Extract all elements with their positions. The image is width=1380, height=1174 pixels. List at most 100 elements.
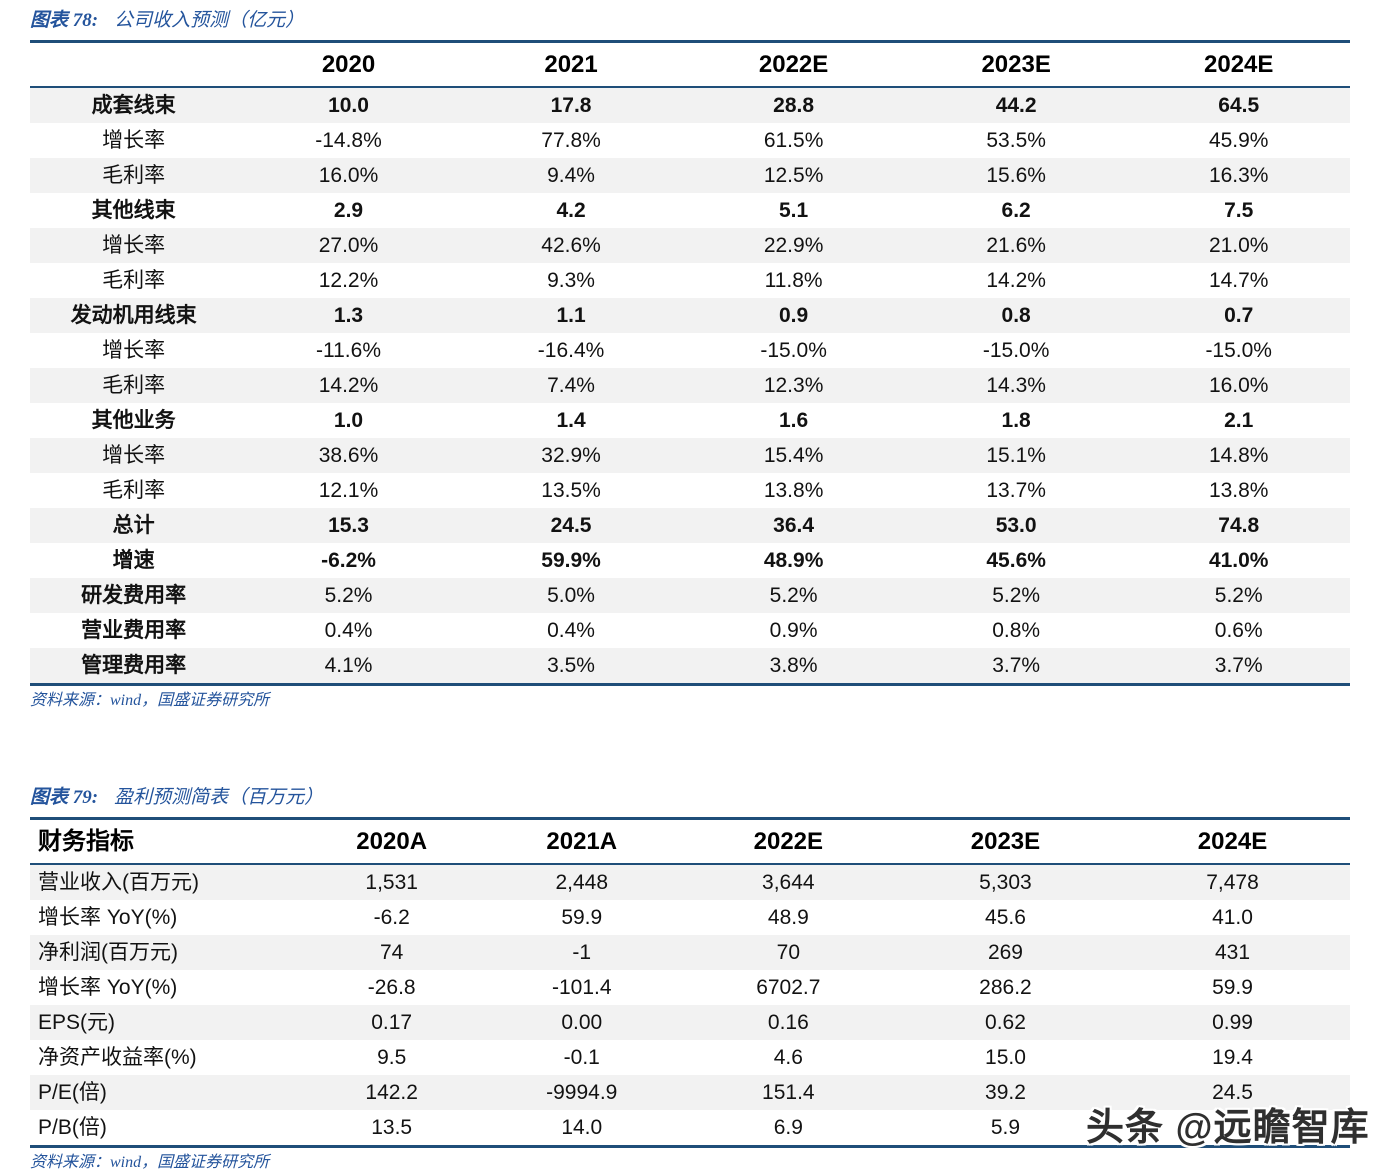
cell-value: 16.3%	[1208, 164, 1269, 187]
cell-value: 2.9	[333, 199, 364, 222]
cell-value: 14.0	[561, 1116, 603, 1139]
cell-value: 13.8%	[763, 479, 824, 502]
figure-78-caption-label: 图表 78:	[30, 10, 99, 31]
cell-value: 4.2	[556, 199, 586, 222]
cell-value: 13.5%	[541, 479, 601, 502]
cell-value: 14.7%	[1208, 269, 1269, 292]
header-year-2024E: 2024E	[1115, 818, 1350, 865]
cell-value: 0.9	[779, 304, 809, 327]
row-label: 总计	[112, 514, 155, 537]
cell-value: 0.16	[767, 1011, 809, 1034]
cell-value: 4.6	[773, 1046, 803, 1069]
cell-value: 4.1%	[324, 654, 373, 677]
cell-value: 53.0	[995, 514, 1037, 537]
cell-value: 1,531	[365, 871, 418, 894]
cell-value: 7.4%	[547, 374, 595, 397]
cell-value: 21.6%	[986, 234, 1046, 257]
table-row: 增长率 -14.8% 77.8% 61.5% 53.5% 45.9%	[30, 123, 1350, 158]
cell-value: 2.1	[1224, 409, 1254, 432]
cell-value: 48.9%	[763, 549, 824, 572]
table-row: 发动机用线束 1.3 1.1 0.9 0.8 0.7	[30, 298, 1350, 333]
cell-value: 2,448	[555, 871, 609, 894]
cell-value: 5,303	[979, 871, 1032, 894]
row-label: 发动机用线束	[70, 304, 197, 327]
row-label: 增长率	[102, 234, 166, 257]
cell-value: 13.5	[371, 1116, 413, 1139]
cell-value: -15.0%	[760, 339, 827, 362]
cell-value: 21.0%	[1208, 234, 1269, 257]
cell-value: 5.2%	[992, 584, 1041, 607]
table-row: 增长率 27.0% 42.6% 22.9% 21.6% 21.0%	[30, 228, 1350, 263]
header-year-2023E: 2023E	[904, 41, 1128, 88]
cell-value: -15.0%	[982, 339, 1050, 362]
table-row: P/B(倍) 13.5 14.0 6.9 5.9	[30, 1110, 1350, 1147]
cell-value: 42.6%	[541, 234, 601, 257]
figure-78-source: 资料来源：wind，国盛证券研究所	[30, 692, 270, 709]
cell-value: 24.5	[1212, 1081, 1253, 1104]
revenue-forecast-table-body: 成套线束 10.0 17.8 28.8 44.2 64.5 增长率 -14.8% 77.8% 61…	[30, 87, 1350, 685]
cell-value: 9.4%	[547, 164, 595, 187]
table-row: 总计 15.3 24.5 36.4 53.0 74.8	[30, 508, 1350, 543]
cell-value: -11.6%	[316, 339, 381, 362]
cell-value: 44.2	[995, 94, 1037, 117]
cell-value: 5.2%	[769, 584, 818, 607]
cell-value: 41.0	[1212, 906, 1253, 929]
revenue-forecast-table: 2020 2021 2022E 2023E 2024E 成套线束 10.0 17.8 28.8…	[30, 40, 1350, 686]
cell-value: 27.0%	[318, 234, 379, 257]
table-row: 管理费用率 4.1% 3.5% 3.8% 3.7% 3.7%	[30, 648, 1350, 685]
cell-value: 1.4	[556, 409, 586, 432]
row-label: 营业收入(百万元)	[38, 871, 199, 894]
cell-value: 12.1%	[318, 479, 379, 502]
header-year-2022E: 2022E	[682, 41, 905, 88]
cell-value: 151.4	[762, 1081, 815, 1104]
cell-value: 5.1	[779, 199, 809, 222]
row-label: 成套线束	[91, 94, 176, 117]
cell-value: 59.9%	[541, 549, 601, 572]
row-label: 增长率	[102, 129, 166, 152]
cell-value: 5.0%	[547, 584, 595, 607]
row-label: 其他线束	[91, 199, 176, 222]
row-label: 增长率	[102, 339, 166, 362]
row-label: 营业费用率	[81, 619, 187, 642]
cell-value: 3.7%	[1214, 654, 1263, 677]
cell-value: 24.5	[550, 514, 592, 537]
cell-value: 28.8	[773, 94, 815, 117]
cell-value: 14.2%	[986, 269, 1046, 292]
cell-value: 36.4	[773, 514, 815, 537]
header-year-2020A: 2020A	[300, 818, 483, 865]
cell-value: 286.2	[979, 976, 1032, 999]
cell-value: 16.0%	[318, 164, 379, 187]
cell-value: 22.9%	[763, 234, 824, 257]
row-label: 毛利率	[102, 269, 166, 292]
cell-value: 15.3	[328, 514, 369, 537]
table-row: EPS(元) 0.17 0.00 0.16 0.62 0.99	[30, 1005, 1350, 1040]
cell-value: -26.8	[367, 976, 416, 999]
table-row: 增长率 -11.6% -16.4% -15.0% -15.0% -15.0%	[30, 333, 1350, 368]
cell-value: -6.2%	[321, 549, 376, 572]
cell-value: 59.9	[1212, 976, 1253, 999]
cell-value: 269	[987, 941, 1023, 964]
cell-value: -16.4%	[537, 339, 605, 362]
cell-value: 11.8%	[764, 269, 823, 292]
header-year-2024E: 2024E	[1127, 41, 1350, 88]
table-row: 毛利率 12.1% 13.5% 13.8% 13.7% 13.8%	[30, 473, 1350, 508]
cell-value: 0.7	[1224, 304, 1254, 327]
figure-79-caption-label: 图表 79:	[30, 787, 99, 808]
row-label: 管理费用率	[81, 654, 187, 677]
table-row: 增长率 38.6% 32.9% 15.4% 15.1% 14.8%	[30, 438, 1350, 473]
header-year-2021A: 2021A	[482, 818, 681, 865]
header-year-2022E: 2022E	[680, 818, 896, 865]
cell-value: 5.9	[990, 1116, 1021, 1139]
cell-value: 0.9%	[769, 619, 818, 642]
cell-value: 0.17	[371, 1011, 413, 1034]
cell-value: 9.5	[377, 1046, 407, 1069]
row-label: 研发费用率	[81, 584, 187, 607]
cell-value: 1.3	[333, 304, 364, 327]
table-row: 毛利率 16.0% 9.4% 12.5% 15.6% 16.3%	[30, 158, 1350, 193]
cell-value: 12.3%	[763, 374, 824, 397]
cell-value: -15.0%	[1205, 339, 1272, 362]
figure-79-section: 图表 79: 盈利预测简表（百万元） 财务指标 2020A 2021A 2022E 202…	[0, 785, 1380, 1173]
cell-value: 5.2%	[324, 584, 373, 607]
cell-value: 0.4%	[324, 619, 373, 642]
table-row: 毛利率 14.2% 7.4% 12.3% 14.3% 16.0%	[30, 368, 1350, 403]
